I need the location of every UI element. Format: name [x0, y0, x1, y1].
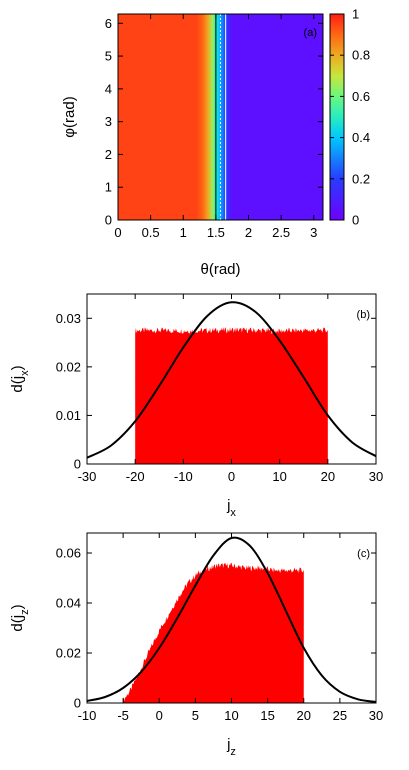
x-tick-label: 15 — [260, 708, 274, 723]
colorbar-frame — [329, 13, 345, 221]
y-tick-label: 0.01 — [56, 408, 81, 423]
x-tick-label: 20 — [297, 708, 311, 723]
x-tick-label: 2 — [245, 225, 252, 240]
x-axis-ticks: -10 -5 0 5 10 15 20 25 30 — [78, 533, 383, 723]
plot-frame — [117, 13, 324, 221]
x-tick-label: 0 — [114, 225, 121, 240]
histogram-bars — [135, 327, 328, 464]
y-tick-label: 0.04 — [56, 596, 81, 611]
y-axis-ticks: 0 0.02 0.04 0.06 — [56, 546, 376, 711]
x-tick-label: 0.5 — [142, 225, 160, 240]
y-axis-label: d(jz) — [9, 604, 31, 631]
x-tick-label: 25 — [333, 708, 347, 723]
heatmap — [118, 14, 323, 220]
y-tick-label: 0.02 — [56, 646, 81, 661]
panel-label-a: (a) — [304, 27, 317, 39]
y-axis-label: φ(rad) — [61, 96, 78, 137]
x-tick-label: -20 — [126, 469, 145, 484]
x-tick-label: 0 — [156, 708, 163, 723]
y-tick-label: 0.02 — [56, 359, 81, 374]
y-tick-label: 1 — [105, 180, 112, 195]
x-tick-label: 1.5 — [207, 225, 225, 240]
y-tick-label: 6 — [105, 16, 112, 31]
panel-c: -10 -5 0 5 10 15 20 25 30 0 0.02 0.04 0.06 (c) jz d… — [9, 532, 383, 758]
x-tick-label: 2.5 — [272, 225, 290, 240]
y-tick-label: 0.06 — [56, 546, 81, 561]
colorbar-tick-label: 1 — [352, 7, 359, 22]
heatmap-reference-lines — [215, 14, 227, 220]
y-tick-label: 0 — [74, 696, 81, 711]
y-axis-ticks: 0 0.01 0.02 0.03 — [56, 311, 376, 472]
x-tick-label: -5 — [117, 708, 129, 723]
x-axis-label: jx — [226, 497, 236, 519]
colorbar-ticks: 0 0.2 0.4 0.6 0.8 1 — [330, 7, 370, 228]
x-tick-label: 20 — [321, 469, 335, 484]
panel-label-b: (b) — [357, 309, 370, 321]
panel-b: -30 -20 -10 0 10 20 30 0 0.01 0.02 0.03 (b) jx d(… — [9, 293, 383, 519]
panel-label-c: (c) — [357, 548, 370, 560]
x-tick-label: 0 — [228, 469, 235, 484]
x-tick-label: 5 — [192, 708, 199, 723]
x-axis-label: θ(rad) — [200, 261, 240, 278]
x-tick-label: 30 — [369, 469, 383, 484]
y-tick-label: 0.03 — [56, 311, 81, 326]
y-tick-label: 0 — [105, 213, 112, 228]
colorbar-tick-label: 0.2 — [352, 171, 370, 186]
y-tick-label: 0 — [74, 457, 81, 472]
y-tick-label: 3 — [105, 114, 112, 129]
colorbar-tick-label: 0.6 — [352, 89, 370, 104]
gaussian-curve — [86, 301, 377, 459]
x-tick-label: 10 — [272, 469, 286, 484]
y-axis-label: d(jx) — [9, 365, 31, 392]
x-axis-ticks: -30 -20 -10 0 10 20 30 — [78, 294, 383, 484]
histogram-bars — [123, 562, 304, 704]
colorbar-tick-label: 0 — [352, 213, 359, 228]
x-tick-label: -10 — [174, 469, 193, 484]
colorbar — [330, 14, 344, 220]
y-tick-label: 4 — [105, 81, 112, 96]
x-axis-label: jz — [226, 736, 236, 758]
x-tick-label: 10 — [224, 708, 238, 723]
x-tick-label: -10 — [78, 708, 97, 723]
x-tick-label: -30 — [78, 469, 97, 484]
x-tick-label: 3 — [310, 225, 317, 240]
y-tick-label: 5 — [105, 49, 112, 64]
x-tick-label: 30 — [369, 708, 383, 723]
x-axis-ticks: 0 0.5 1 1.5 2 2.5 3 — [114, 14, 317, 240]
colorbar-tick-label: 0.4 — [352, 130, 370, 145]
y-tick-label: 2 — [105, 147, 112, 162]
colorbar-tick-label: 0.8 — [352, 48, 370, 63]
y-axis-ticks: 0 1 2 3 4 5 6 — [105, 16, 323, 228]
x-tick-label: 1 — [180, 225, 187, 240]
